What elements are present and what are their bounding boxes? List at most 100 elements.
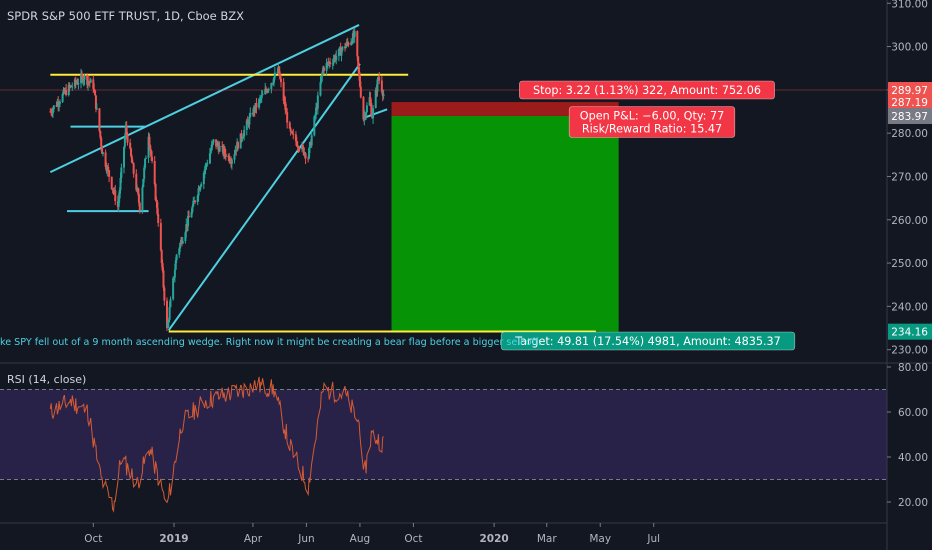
- candle-body: [129, 142, 132, 149]
- candle-body: [197, 188, 200, 196]
- candle: [80, 68, 83, 89]
- candle: [329, 57, 332, 68]
- candle: [162, 267, 165, 292]
- candle: [154, 182, 157, 201]
- flag-lower-line[interactable]: [363, 108, 388, 119]
- candle: [130, 147, 133, 158]
- candle-body: [358, 66, 361, 76]
- candle-body: [270, 83, 273, 90]
- candle-body: [123, 146, 126, 168]
- candle-body: [230, 159, 233, 164]
- candle-body: [92, 79, 95, 89]
- candle-body: [51, 108, 54, 114]
- candle-body: [316, 95, 319, 109]
- target-label[interactable]: Target: 49.81 (17.54%) 4981, Amount: 483…: [500, 331, 796, 351]
- candle: [199, 185, 202, 192]
- price-tick-label: 230.00: [891, 345, 928, 357]
- candle: [157, 208, 160, 227]
- candle: [148, 133, 151, 148]
- candle-body: [380, 80, 383, 92]
- candle-body: [239, 133, 242, 149]
- candle-body: [202, 172, 205, 185]
- candle-body: [282, 82, 285, 101]
- candle-body: [110, 176, 113, 189]
- candle-body: [118, 190, 121, 199]
- stop-zone[interactable]: [391, 102, 619, 116]
- candle: [81, 73, 84, 85]
- candle: [86, 73, 89, 89]
- candle-body: [123, 136, 126, 147]
- candle: [286, 108, 289, 129]
- candle: [316, 91, 319, 115]
- candle: [315, 102, 318, 120]
- candle: [202, 171, 205, 190]
- candle-body: [279, 75, 282, 79]
- candle: [337, 48, 340, 62]
- candle: [285, 104, 288, 112]
- candle-body: [372, 108, 375, 119]
- candle-body: [350, 41, 353, 45]
- candlestick-series[interactable]: [49, 28, 385, 332]
- candle-body: [241, 138, 244, 140]
- candle: [94, 89, 97, 96]
- candle: [237, 141, 240, 151]
- rsi-tick-label: 20.00: [898, 497, 928, 509]
- candle: [169, 296, 172, 308]
- candle-body: [83, 75, 86, 80]
- candle: [282, 78, 285, 105]
- candle-body: [163, 287, 166, 301]
- price-badge: 283.97: [888, 107, 932, 124]
- price-badge: 289.97: [888, 82, 932, 98]
- candle-body: [298, 149, 301, 151]
- candle: [351, 30, 354, 45]
- candle-body: [233, 154, 236, 160]
- candle: [181, 237, 184, 245]
- candle: [129, 138, 132, 150]
- stop-label[interactable]: Stop: 3.22 (1.13%) 322, Amount: 752.06: [519, 80, 775, 100]
- candle-body: [288, 122, 291, 129]
- candle-body: [224, 153, 227, 158]
- candle: [298, 147, 301, 152]
- rsi-line[interactable]: [49, 376, 384, 513]
- candle: [138, 201, 141, 214]
- candle-body: [248, 116, 251, 125]
- candle-body: [273, 72, 276, 78]
- candle: [218, 141, 221, 153]
- candle-body: [108, 170, 111, 177]
- time-tick-label: Apr: [244, 533, 263, 545]
- wedge-lower-trendline[interactable]: [167, 63, 361, 331]
- candle-body: [98, 108, 101, 132]
- time-tick-label: Jul: [646, 533, 660, 545]
- candle-body: [196, 195, 199, 203]
- candle: [141, 184, 144, 214]
- candle: [365, 111, 368, 121]
- candle-body: [130, 156, 133, 163]
- candle-body: [237, 142, 240, 149]
- target-label-bg: [500, 331, 796, 351]
- candle: [264, 82, 267, 95]
- candle: [52, 104, 55, 112]
- candle-body: [359, 86, 362, 98]
- candle-body: [302, 147, 305, 155]
- candle-body: [95, 108, 98, 110]
- candle-body: [204, 164, 207, 170]
- candle-body: [192, 200, 195, 207]
- candle: [173, 277, 175, 281]
- candle: [279, 71, 282, 80]
- candle: [363, 109, 366, 126]
- target-zone[interactable]: [391, 115, 619, 332]
- candle: [296, 141, 299, 151]
- candle-body: [249, 112, 252, 117]
- candle-body: [291, 131, 294, 134]
- candle-body: [325, 63, 328, 71]
- candle-body: [382, 94, 385, 96]
- candle-body: [322, 67, 325, 71]
- price-badge: 234.16: [888, 323, 932, 340]
- candle-body: [147, 136, 150, 158]
- candle-body: [175, 254, 178, 261]
- candle: [341, 46, 344, 53]
- candle-body: [194, 200, 197, 203]
- candle-body: [205, 164, 208, 166]
